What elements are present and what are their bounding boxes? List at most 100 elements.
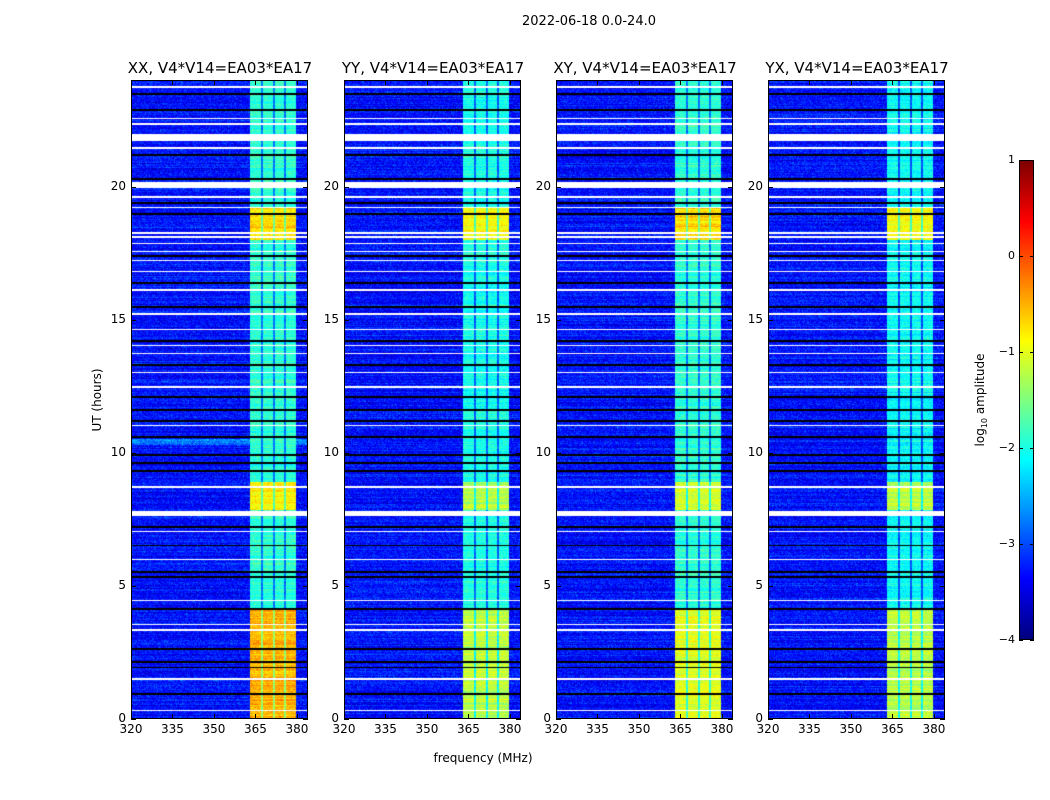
y-tick-mark (556, 452, 561, 454)
x-tick-mark (468, 714, 470, 719)
y-tick-mark (728, 319, 733, 321)
colorbar-tick-mark (1019, 544, 1023, 545)
y-tick-label: 0 (755, 711, 763, 725)
y-tick-mark (556, 585, 561, 587)
colorbar-tick-mark (1019, 256, 1023, 257)
colorbar-tick-label: −1 (998, 345, 1015, 358)
y-tick-mark (344, 452, 349, 454)
x-tick-mark (509, 714, 511, 719)
x-tick-label: 335 (586, 722, 609, 736)
y-tick-label: 20 (747, 178, 763, 193)
x-tick-mark (172, 80, 174, 85)
x-tick-mark (344, 714, 345, 719)
x-tick-mark (721, 714, 723, 719)
x-tick-mark (892, 714, 894, 719)
y-tick-mark (303, 319, 308, 321)
y-tick-mark (303, 186, 308, 188)
y-tick-mark (344, 319, 349, 321)
heatmap-image (769, 81, 944, 718)
y-tick-label: 10 (110, 444, 126, 459)
y-tick-mark (768, 585, 773, 587)
y-tick-label: 5 (755, 577, 763, 592)
colorbar-tick-mark (1019, 352, 1023, 353)
x-tick-mark (597, 714, 599, 719)
colorbar-label-suffix: amplitude (972, 353, 987, 418)
y-tick-mark (768, 452, 773, 454)
x-tick-mark (680, 80, 682, 85)
x-tick-label: 365 (244, 722, 267, 736)
x-tick-label: 380 (922, 722, 946, 736)
y-tick-label: 15 (535, 311, 551, 326)
y-tick-mark (344, 585, 349, 587)
heatmap-panel-xx (131, 80, 308, 719)
x-tick-mark (809, 80, 811, 85)
y-tick-mark (940, 719, 945, 720)
y-tick-mark (516, 452, 521, 454)
colorbar-tick-mark (1030, 256, 1034, 257)
x-tick-label: 335 (798, 722, 821, 736)
y-tick-label: 0 (331, 711, 339, 725)
x-tick-label: 350 (627, 722, 651, 736)
x-tick-label: 335 (374, 722, 397, 736)
x-tick-label: 350 (202, 722, 226, 736)
y-tick-mark (131, 719, 136, 720)
heatmap-image (345, 81, 520, 718)
heatmap-panel-xy (556, 80, 733, 719)
y-tick-mark (556, 319, 561, 321)
y-tick-mark (768, 719, 773, 720)
colorbar-tick-mark (1019, 448, 1023, 449)
y-tick-mark (516, 719, 521, 720)
y-tick-label: 5 (543, 577, 551, 592)
panel-title: XY, V4*V14=EA03*EA17 (553, 59, 737, 77)
y-tick-mark (303, 585, 308, 587)
y-tick-label: 20 (535, 178, 551, 193)
y-tick-mark (556, 719, 561, 720)
x-tick-mark (933, 714, 935, 719)
x-tick-mark (721, 80, 723, 85)
colorbar-gradient (1020, 161, 1033, 639)
heatmap-panel-yy (344, 80, 521, 719)
x-tick-mark (296, 80, 298, 85)
x-tick-mark (296, 714, 298, 719)
y-axis-label: UT (hours) (90, 368, 104, 432)
x-tick-mark (131, 80, 132, 85)
y-tick-mark (516, 186, 521, 188)
y-tick-label: 20 (110, 178, 126, 193)
y-tick-mark (131, 452, 136, 454)
colorbar-tick-label: −3 (998, 537, 1015, 550)
y-tick-mark (516, 319, 521, 321)
colorbar-tick-mark (1030, 160, 1034, 161)
y-tick-mark (768, 186, 773, 188)
x-tick-mark (638, 80, 640, 85)
x-tick-mark (850, 80, 852, 85)
colorbar-tick-mark (1030, 352, 1034, 353)
colorbar-label-sub: 10 (980, 417, 990, 429)
y-tick-mark (344, 719, 349, 720)
y-tick-mark (768, 319, 773, 321)
x-tick-mark (255, 714, 257, 719)
x-tick-mark (556, 714, 557, 719)
x-tick-mark (468, 80, 470, 85)
colorbar-tick-label: 1 (1008, 153, 1015, 166)
heatmap-panel-yx (768, 80, 945, 719)
heatmap-image (557, 81, 732, 718)
x-tick-label: 335 (161, 722, 184, 736)
colorbar-tick-mark (1030, 640, 1034, 641)
x-tick-mark (768, 80, 769, 85)
y-tick-mark (131, 186, 136, 188)
x-tick-mark (680, 714, 682, 719)
y-tick-mark (131, 319, 136, 321)
x-tick-mark (385, 714, 387, 719)
y-tick-mark (303, 719, 308, 720)
y-tick-mark (728, 585, 733, 587)
y-tick-mark (728, 719, 733, 720)
y-tick-mark (728, 186, 733, 188)
y-tick-mark (303, 452, 308, 454)
x-tick-label: 365 (669, 722, 692, 736)
y-tick-label: 0 (118, 711, 126, 725)
x-tick-label: 380 (710, 722, 734, 736)
x-tick-mark (426, 80, 428, 85)
y-tick-label: 5 (118, 577, 126, 592)
x-tick-mark (597, 80, 599, 85)
panel-title: YY, V4*V14=EA03*EA17 (341, 59, 525, 77)
